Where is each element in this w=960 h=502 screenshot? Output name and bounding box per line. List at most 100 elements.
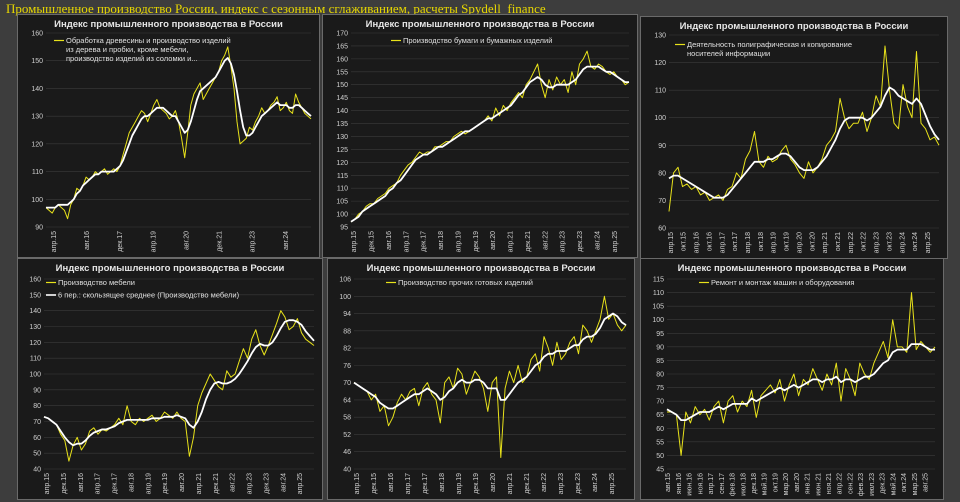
smoothed-line [46, 57, 312, 209]
x-tick-label: авг.20 [490, 231, 497, 250]
y-tick-label: 130 [654, 33, 666, 40]
chart-title: Индекс промышленного производства в Росс… [56, 263, 285, 274]
y-tick-label: 110 [337, 186, 348, 193]
x-tick-label: апр.23 [558, 473, 565, 494]
y-tick-label: 140 [336, 108, 348, 115]
x-tick-label: апр.17 [708, 473, 715, 494]
x-tick-label: апр.22 [848, 232, 855, 253]
y-tick-label: 130 [336, 134, 348, 141]
x-tick-label: мар.20 [783, 473, 790, 495]
chart-svg: Индекс промышленного производства в Росс… [29, 263, 315, 494]
chart-svg: Индекс промышленного производства в Росс… [31, 19, 312, 252]
x-tick-label: май.24 [889, 473, 897, 495]
y-tick-label: 100 [654, 115, 666, 122]
y-tick-label: 120 [654, 60, 666, 67]
y-tick-label: 100 [652, 317, 664, 324]
x-tick-label: авг.20 [490, 473, 497, 492]
legend-label: производство изделий из соломки и... [66, 54, 198, 63]
x-tick-label: дек.17 [112, 473, 119, 494]
chart-title: Индекс промышленного производства в Росс… [678, 263, 907, 274]
y-tick-label: 58 [343, 415, 351, 422]
legend-label: Производство прочих готовых изделий [398, 278, 533, 287]
y-tick-label: 125 [336, 147, 348, 154]
chart-panel-3: Индекс промышленного производства в Росс… [640, 16, 948, 259]
y-tick-label: 50 [33, 451, 41, 458]
y-tick-label: 110 [30, 356, 41, 363]
y-tick-label: 70 [658, 198, 666, 205]
x-tick-label: окт.19 [784, 232, 791, 251]
x-tick-label: окт.20 [809, 232, 816, 251]
x-tick-label: янв.21 [805, 473, 812, 494]
y-tick-label: 140 [29, 308, 41, 315]
y-tick-label: 90 [656, 344, 664, 351]
x-tick-label: апр.19 [145, 473, 152, 494]
legend-label: Производство мебели [58, 278, 135, 287]
y-tick-label: 115 [653, 277, 664, 284]
y-tick-label: 46 [343, 449, 351, 456]
x-tick-label: дек.17 [422, 473, 429, 494]
x-tick-label: дек.23 [263, 473, 270, 494]
smoothed-line [350, 65, 629, 223]
x-tick-label: апр.23 [250, 231, 257, 252]
x-tick-label: дек.23 [880, 473, 887, 494]
x-tick-label: авг.16 [388, 473, 395, 492]
x-tick-label: сен.22 [847, 473, 854, 494]
y-tick-label: 160 [29, 277, 41, 284]
y-tick-label: 150 [336, 82, 348, 89]
x-tick-label: авг.22 [230, 473, 237, 492]
y-tick-label: 170 [336, 31, 348, 38]
y-tick-label: 150 [29, 292, 41, 299]
x-tick-label: апр.21 [822, 232, 829, 253]
chart-title: Индекс промышленного производства в Росс… [680, 21, 909, 32]
legend-label: Ремонт и монтаж машин и оборудования [711, 278, 854, 287]
y-tick-label: 85 [656, 358, 664, 365]
y-tick-label: 82 [343, 346, 351, 353]
x-tick-label: апр.20 [796, 232, 803, 253]
smoothed-line [43, 319, 315, 447]
y-tick-label: 155 [336, 69, 348, 76]
legend-label: 6 пер.: скользящее среднее (Производство… [58, 291, 240, 300]
x-tick-label: апр.17 [405, 473, 412, 494]
x-tick-label: авг.24 [283, 231, 290, 250]
x-tick-label: апр.15 [351, 231, 358, 252]
chart-panel-1: Индекс промышленного производства в Росс… [17, 14, 320, 258]
legend-label: Производство бумаги и бумажных изделий [403, 36, 552, 45]
y-tick-label: 105 [336, 199, 348, 206]
x-tick-label: авг.20 [183, 231, 190, 250]
x-tick-label: дек.18 [751, 473, 758, 494]
y-tick-label: 95 [340, 225, 348, 232]
x-tick-label: окт.24 [901, 473, 908, 492]
y-tick-label: 165 [336, 43, 348, 50]
x-tick-label: апр.15 [44, 473, 51, 494]
series-line [667, 292, 936, 456]
x-tick-label: июл.18 [740, 473, 747, 496]
chart-title: Индекс промышленного производства в Росс… [54, 19, 283, 30]
y-tick-label: 70 [33, 419, 41, 426]
x-tick-label: апр.21 [196, 473, 203, 494]
series-line [45, 46, 312, 220]
chart-panel-6: Индекс промышленного производства в Росс… [640, 258, 944, 500]
y-tick-label: 145 [336, 95, 348, 102]
y-tick-label: 45 [656, 467, 664, 474]
legend-label: Деятельность полиграфическая и копирован… [687, 40, 852, 49]
x-tick-label: мар.25 [912, 473, 919, 495]
smoothed-line [353, 312, 627, 410]
y-tick-label: 70 [343, 380, 351, 387]
y-tick-label: 110 [655, 88, 666, 95]
y-tick-label: 130 [29, 324, 41, 331]
x-tick-label: авг.25 [922, 473, 929, 492]
y-tick-label: 130 [31, 114, 43, 121]
y-tick-label: 65 [656, 412, 664, 419]
x-tick-label: авг.24 [280, 473, 287, 492]
chart-svg: Индекс промышленного производства в Росс… [336, 19, 630, 252]
x-tick-label: апр.25 [925, 232, 932, 253]
y-tick-label: 94 [343, 311, 351, 318]
series-line [668, 45, 940, 212]
x-tick-label: апр.21 [508, 231, 515, 252]
x-tick-label: авг.24 [594, 231, 601, 250]
y-tick-label: 100 [29, 372, 41, 379]
x-tick-label: апр.17 [719, 232, 726, 253]
x-tick-label: ноя.21 [826, 473, 833, 494]
x-tick-label: июн.21 [815, 473, 822, 496]
x-tick-label: дек.23 [575, 473, 582, 494]
